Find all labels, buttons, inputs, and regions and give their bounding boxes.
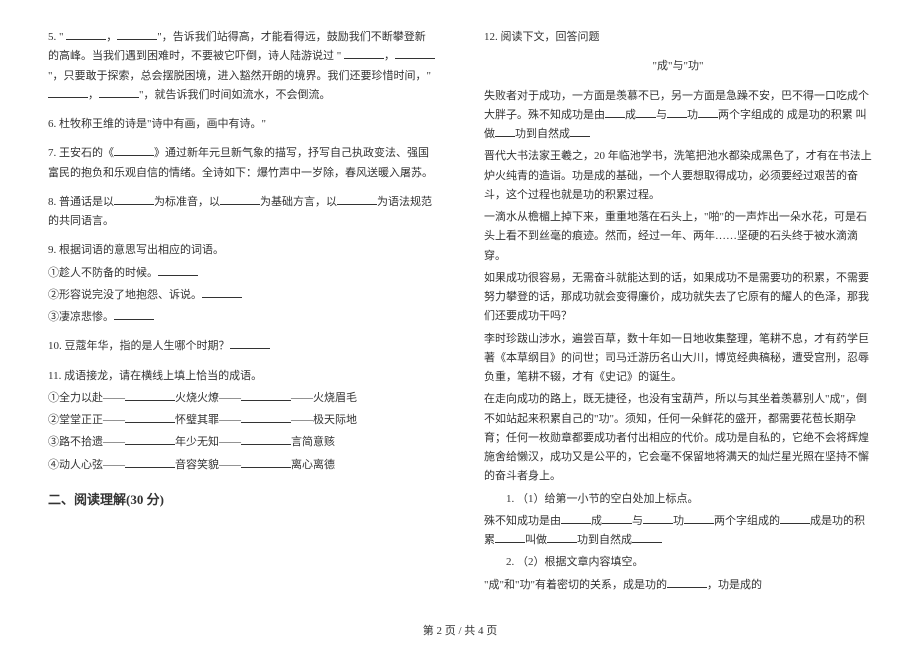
left-column: 5. " ，"，告诉我们站得高，才能看得远，鼓励我们不断攀登新的高峰。当我们遇到… [48, 28, 436, 600]
sub-q1-label: 1. （1）给第一小节的空白处加上标点。 [484, 490, 872, 509]
sub-q1-text: 殊不知成功是由成与功两个字组成的成是功的积累叫做功到自然成 [484, 512, 872, 551]
sub-q2-text: "成"和"功"有着密切的关系，成是功的，功是成的 [484, 576, 872, 595]
section-2-title: 二、阅读理解(30 分) [48, 489, 436, 512]
q9-opt-b: ②形容说完没了地抱怨、诉说。 [48, 286, 436, 305]
question-12: 12. 阅读下文，回答问题 [484, 28, 872, 47]
page-footer: 第 2 页 / 共 4 页 [0, 622, 920, 638]
q11-line-2: ②堂堂正正——怀璧其罪————极天际地 [48, 411, 436, 430]
q11-line-4: ④动人心弦——音容笑貌——离心离德 [48, 456, 436, 475]
right-column: 12. 阅读下文，回答问题 "成"与"功" 失败者对于成功，一方面是羡慕不已，另… [484, 28, 872, 600]
passage-p2: 晋代大书法家王羲之，20 年临池学书，洗笔把池水都染成黑色了，才有在书法上炉火纯… [484, 147, 872, 205]
passage-p5: 李时珍跋山涉水，遍尝百草，数十年如一日地收集整理，笔耕不息，才有药学巨著《本草纲… [484, 330, 872, 388]
question-5: 5. " ，"，告诉我们站得高，才能看得远，鼓励我们不断攀登新的高峰。当我们遇到… [48, 28, 436, 105]
passage-p4: 如果成功很容易，无需奋斗就能达到的话，如果成功不是需要功的积累，不需要努力攀登的… [484, 269, 872, 327]
q9-stem: 9. 根据词语的意思写出相应的词语。 [48, 241, 436, 260]
page-container: 5. " ，"，告诉我们站得高，才能看得远，鼓励我们不断攀登新的高峰。当我们遇到… [0, 0, 920, 600]
q11-line-3: ③路不拾遗——年少无知——言简意赅 [48, 433, 436, 452]
q11-line-1: ①全力以赴——火烧火燎————火烧眉毛 [48, 389, 436, 408]
q11-stem: 11. 成语接龙，请在横线上填上恰当的成语。 [48, 367, 436, 386]
sub-q2-label: 2. （2）根据文章内容填空。 [484, 553, 872, 572]
question-10: 10. 豆蔻年华，指的是人生哪个时期？ [48, 337, 436, 356]
question-8: 8. 普通话是以为标准音，以为基础方言，以为语法规范的共同语言。 [48, 193, 436, 232]
q9-opt-a: ①趁人不防备的时候。 [48, 264, 436, 283]
passage-p1: 失败者对于成功，一方面是羡慕不已，另一方面是急躁不安，巴不得一口吃成个大胖子。殊… [484, 87, 872, 145]
question-6: 6. 杜牧称王维的诗是"诗中有画，画中有诗。" [48, 115, 436, 134]
passage-p6: 在走向成功的路上，既无捷径，也没有宝葫芦，所以与其坐着羡慕别人"成"，倒不如站起… [484, 390, 872, 486]
passage-p3: 一滴水从檐楣上掉下来，重重地落在石头上，"啪"的一声炸出一朵水花，可是石头上看不… [484, 208, 872, 266]
question-11: 11. 成语接龙，请在横线上填上恰当的成语。 ①全力以赴——火烧火燎————火烧… [48, 367, 436, 475]
question-7: 7. 王安石的《》通过新年元旦新气象的描写，抒写自己执政变法、强国富民的抱负和乐… [48, 144, 436, 183]
passage-title: "成"与"功" [484, 57, 872, 76]
question-9: 9. 根据词语的意思写出相应的词语。 ①趁人不防备的时候。 ②形容说完没了地抱怨… [48, 241, 436, 327]
q9-opt-c: ③凄凉悲惨。 [48, 308, 436, 327]
